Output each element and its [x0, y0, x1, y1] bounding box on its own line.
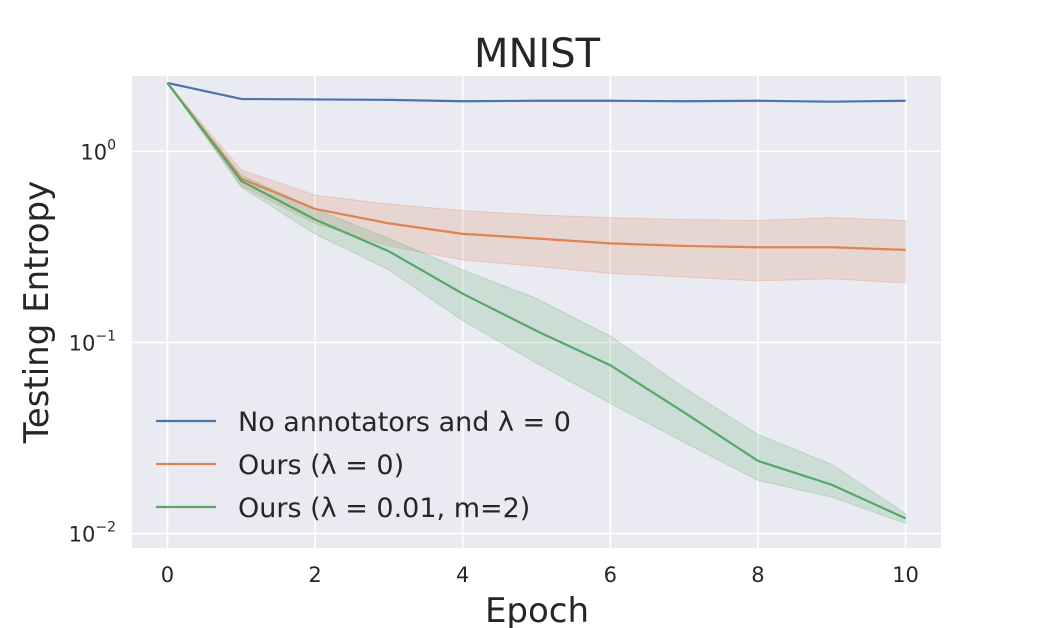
y-tick-labels: 100 10−1 10−2	[69, 137, 116, 546]
series-lines	[166, 81, 907, 520]
x-axis-label: Epoch	[485, 591, 589, 628]
x-tick-label: 2	[308, 563, 321, 587]
legend: No annotators and λ = 0 Ours (λ = 0) Ours …	[156, 407, 571, 524]
x-tick-label: 0	[161, 563, 174, 587]
x-tick-label: 4	[456, 563, 469, 587]
y-tick-label: 10−2	[69, 520, 116, 547]
legend-label-1: Ours (λ = 0)	[238, 450, 404, 481]
y-axis-label: Testing Entropy	[17, 181, 57, 444]
series-band-2	[167, 82, 907, 525]
y-tick-label: 100	[80, 137, 116, 164]
x-tick-labels: 0 2 4 6 8 10	[161, 563, 919, 587]
confidence-bands	[167, 82, 907, 525]
x-tick-label: 6	[604, 563, 617, 587]
x-tick-label: 10	[892, 563, 919, 587]
x-tick-label: 8	[751, 563, 764, 587]
series-band-1	[167, 82, 907, 284]
legend-label-2: Ours (λ = 0.01, m=2)	[238, 493, 530, 524]
series-line-1	[166, 82, 906, 252]
series-line-2	[166, 82, 907, 520]
grid	[132, 76, 941, 548]
series-line-0	[167, 81, 906, 103]
legend-label-0: No annotators and λ = 0	[238, 407, 571, 438]
y-tick-label: 10−1	[69, 328, 116, 355]
chart-title: MNIST	[474, 31, 601, 77]
plot-area	[132, 76, 941, 548]
